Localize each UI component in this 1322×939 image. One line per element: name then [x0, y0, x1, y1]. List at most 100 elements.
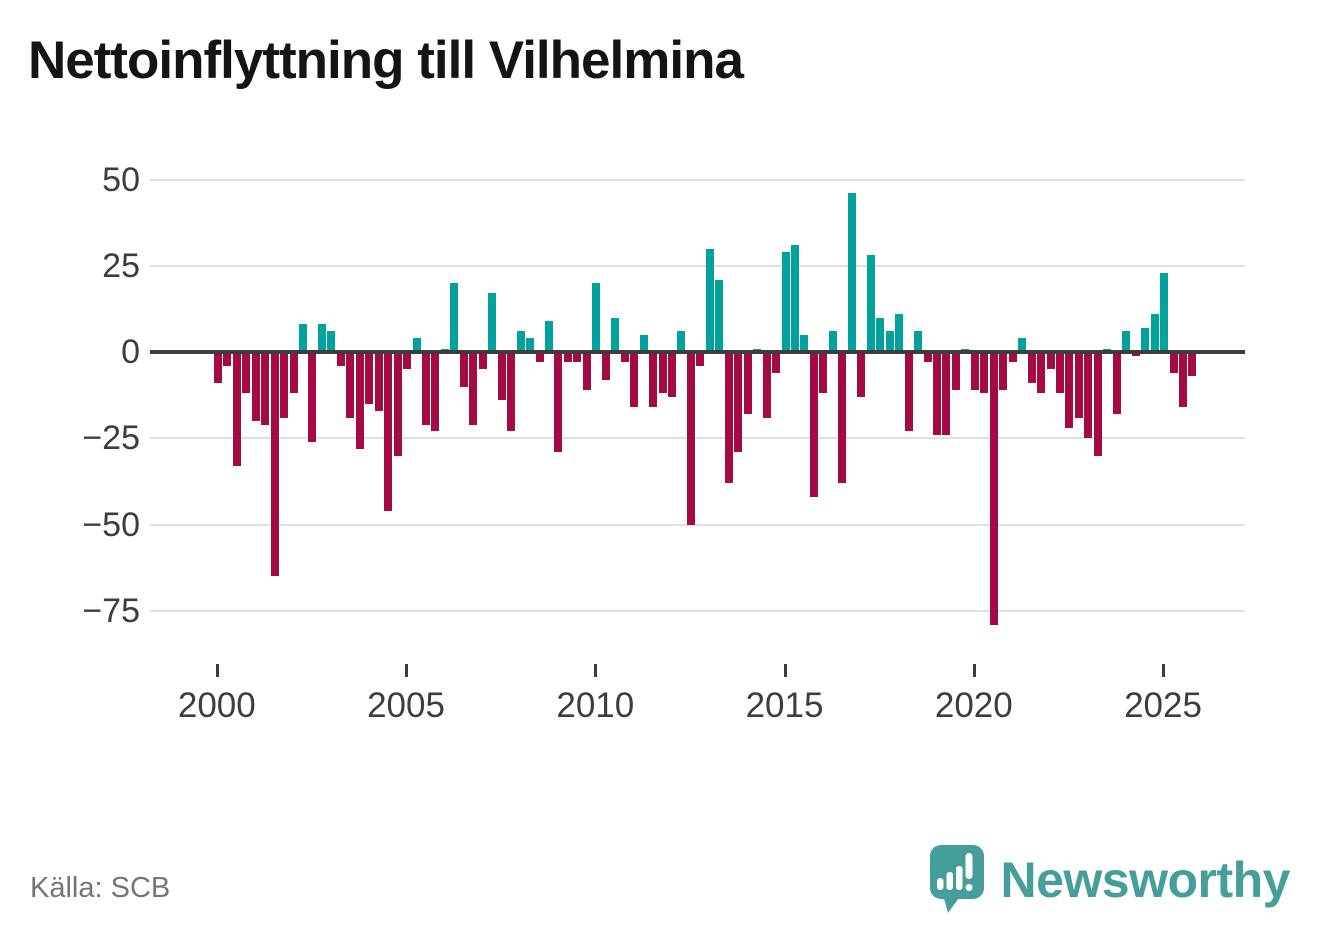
bar-2000-q4 [242, 352, 251, 394]
newsworthy-logo-icon [930, 845, 985, 913]
bar-2000-q1 [213, 352, 222, 384]
bar-2005-q3 [422, 352, 430, 425]
bar-2008-q2 [526, 338, 534, 352]
bar-2013-q1 [705, 248, 714, 352]
bar-2020-q1 [970, 352, 979, 390]
y-axis-label-25: 25 [102, 246, 140, 285]
bar-2024-q3 [1141, 327, 1150, 353]
bar-2008-q1 [516, 331, 525, 352]
bar-2001-q3 [270, 352, 279, 577]
bar-2012-q4 [696, 352, 705, 366]
bar-2017-q2 [866, 255, 875, 352]
bar-2009-q3 [573, 352, 582, 363]
y-axis-label--50: −50 [82, 505, 140, 544]
bar-2000-q2 [223, 352, 232, 366]
x-axis-tick-2025 [1162, 664, 1165, 677]
bar-2009-q2 [563, 352, 572, 363]
bar-2017-q4 [885, 331, 894, 352]
bar-2021-q4 [1037, 352, 1045, 394]
bar-2025-q1 [1160, 272, 1168, 352]
bar-2010-q1 [592, 283, 601, 352]
bar-2015-q1 [781, 251, 790, 352]
bar-2007-q2 [488, 293, 497, 353]
bar-2011-q4 [658, 352, 667, 394]
bar-2016-q1 [819, 352, 828, 394]
bar-2014-q1 [743, 352, 752, 415]
bar-2015-q4 [809, 352, 818, 497]
bar-2018-q4 [923, 352, 932, 363]
bar-2015-q3 [800, 334, 809, 353]
source-label: Källa: SCB [30, 872, 171, 904]
x-axis-label-2005: 2005 [367, 686, 445, 725]
bar-2021-q2 [1018, 338, 1027, 352]
y-axis-label--75: −75 [82, 591, 140, 630]
bar-2004-q1 [365, 352, 374, 404]
bar-2012-q1 [668, 352, 676, 397]
x-axis-label-2015: 2015 [745, 686, 824, 725]
bar-2011-q1 [630, 352, 639, 408]
bar-2022-q3 [1065, 352, 1074, 428]
bar-2019-q1 [932, 352, 941, 435]
gridline-25 [150, 264, 1245, 267]
bar-2007-q4 [507, 352, 516, 432]
bar-2024-q1 [1122, 331, 1131, 352]
x-axis-tick-2015 [783, 664, 787, 677]
bar-2018-q3 [914, 331, 922, 352]
bar-2015-q2 [791, 245, 799, 353]
bar-2020-q2 [980, 352, 989, 394]
bar-2018-q1 [895, 314, 904, 353]
bar-2005-q1 [403, 352, 411, 370]
bar-2019-q3 [951, 352, 960, 390]
bar-2016-q3 [838, 352, 847, 484]
gridline--75 [150, 609, 1245, 612]
bar-2001-q2 [261, 352, 270, 425]
bar-2001-q4 [280, 352, 288, 418]
gridline--25 [150, 437, 1245, 440]
bar-2025-q3 [1178, 352, 1187, 408]
bar-2022-q4 [1074, 352, 1083, 418]
bar-2004-q4 [393, 352, 402, 456]
bar-2012-q2 [677, 331, 686, 352]
x-axis-tick-2005 [405, 664, 408, 677]
bar-2000-q3 [232, 352, 241, 466]
bar-2025-q4 [1188, 352, 1197, 377]
gridline-50 [150, 178, 1245, 181]
bar-2023-q1 [1084, 352, 1093, 439]
bar-2007-q3 [497, 352, 506, 401]
bar-2020-q3 [989, 352, 998, 625]
bar-2010-q3 [611, 317, 620, 352]
x-axis-tick-2020 [972, 664, 976, 677]
bar-2019-q2 [942, 352, 951, 435]
bar-2002-q3 [308, 352, 317, 442]
bar-2002-q4 [317, 324, 326, 352]
bar-2023-q2 [1093, 352, 1102, 456]
bar-2003-q3 [346, 352, 355, 418]
bar-2004-q3 [384, 352, 393, 511]
bar-2002-q1 [289, 352, 298, 394]
x-axis-tick-2000 [215, 664, 219, 677]
bar-2021-q3 [1027, 352, 1036, 384]
bar-2011-q3 [649, 352, 658, 408]
y-axis-label-0: 0 [121, 333, 140, 371]
bar-2005-q2 [412, 338, 421, 352]
bar-2008-q3 [535, 352, 544, 363]
x-axis-label-2010: 2010 [556, 686, 635, 725]
gridline--50 [150, 523, 1245, 526]
x-axis-label-2000: 2000 [177, 686, 256, 725]
bar-2003-q1 [327, 331, 336, 352]
bar-2013-q4 [734, 352, 743, 453]
bar-2017-q3 [876, 317, 885, 352]
bar-2009-q4 [582, 352, 591, 390]
bar-2022-q1 [1046, 352, 1055, 370]
bar-2005-q4 [431, 352, 440, 432]
bar-2003-q2 [336, 352, 345, 366]
bar-2021-q1 [1008, 352, 1017, 363]
bar-2022-q2 [1055, 352, 1064, 394]
bar-2016-q4 [847, 193, 856, 352]
bar-2025-q2 [1169, 352, 1178, 373]
bar-2014-q4 [772, 352, 781, 373]
bar-2020-q4 [999, 352, 1008, 390]
bar-2003-q4 [355, 352, 364, 449]
bar-2014-q3 [762, 352, 771, 418]
